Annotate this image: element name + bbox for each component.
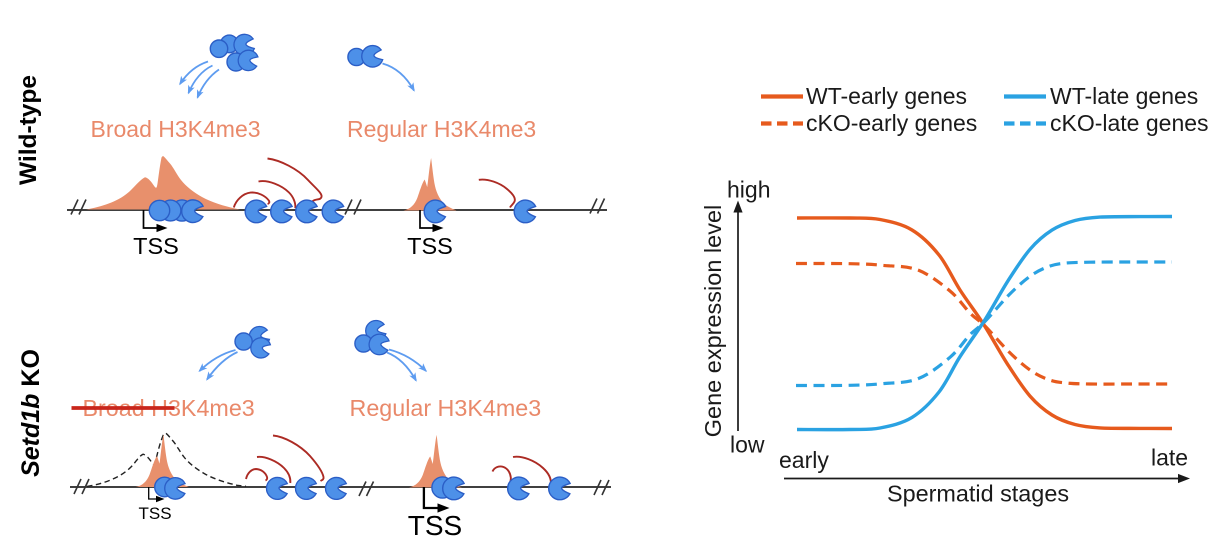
svg-text:TSS: TSS	[408, 510, 462, 541]
svg-text:Broad H3K4me3: Broad H3K4me3	[91, 116, 261, 142]
svg-text:Gene expression level: Gene expression level	[700, 205, 726, 438]
svg-text:Regular H3K4me3: Regular H3K4me3	[350, 395, 542, 421]
svg-text:cKO-late genes: cKO-late genes	[1050, 110, 1209, 136]
svg-text:cKO-early genes: cKO-early genes	[806, 110, 977, 136]
svg-text:early: early	[779, 447, 829, 473]
svg-text:low: low	[730, 432, 765, 458]
svg-text:high: high	[727, 177, 770, 203]
svg-text:WT-late genes: WT-late genes	[1050, 83, 1198, 109]
svg-text:TSS: TSS	[138, 504, 171, 523]
svg-text:TSS: TSS	[133, 233, 179, 259]
svg-text:Setd1b KO: Setd1b KO	[17, 349, 45, 477]
svg-text:late: late	[1151, 445, 1188, 471]
svg-text:Wild-type: Wild-type	[15, 75, 42, 185]
svg-text:TSS: TSS	[407, 233, 453, 259]
svg-text:Spermatid stages: Spermatid stages	[887, 481, 1069, 507]
svg-text:WT-early genes: WT-early genes	[806, 83, 967, 109]
svg-text:Regular H3K4me3: Regular H3K4me3	[347, 116, 536, 142]
